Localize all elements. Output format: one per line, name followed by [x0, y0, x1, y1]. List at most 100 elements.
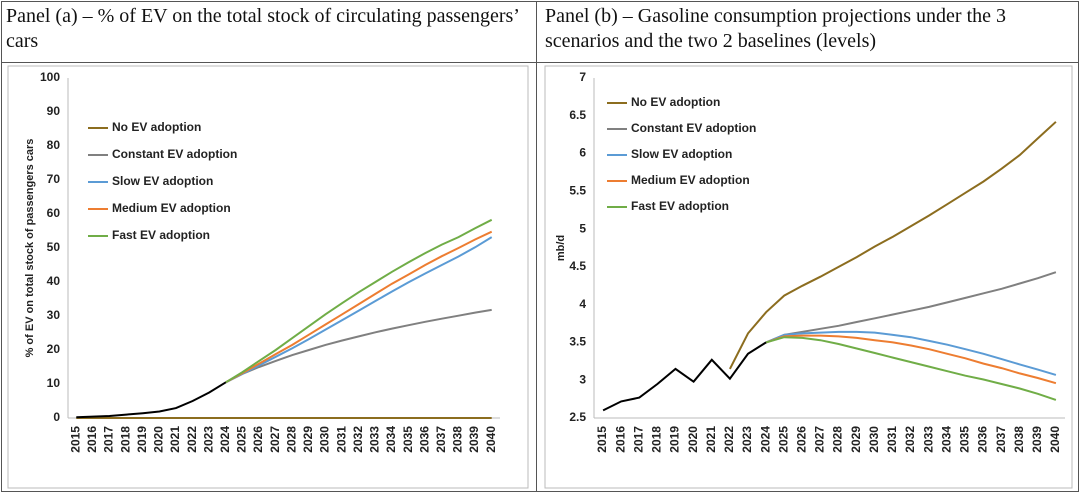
- series-line: [729, 121, 1057, 370]
- x-tick-label: 2037: [994, 426, 1008, 453]
- x-tick-label: 2025: [235, 426, 249, 453]
- x-tick-label: 2022: [722, 426, 736, 453]
- y-tick-label: 4.5: [569, 259, 586, 273]
- x-tick-label: 2021: [168, 426, 182, 453]
- series-line: [225, 236, 493, 384]
- legend-label: Fast EV adoption: [112, 228, 210, 242]
- x-tick-label: 2038: [1012, 426, 1026, 453]
- x-tick-label: 2017: [631, 426, 645, 453]
- chart-frame: [7, 65, 529, 489]
- x-tick-label: 2035: [401, 426, 415, 453]
- x-tick-label: 2035: [958, 426, 972, 453]
- x-tick-label: 2017: [102, 426, 116, 453]
- x-tick-label: 2023: [201, 426, 215, 453]
- series-line: [76, 381, 227, 419]
- x-tick-label: 2024: [758, 426, 772, 453]
- x-tick-label: 2027: [813, 426, 827, 453]
- x-tick-label: 2019: [668, 426, 682, 453]
- y-tick-label: 7: [579, 70, 586, 84]
- y-tick-label: 0: [53, 410, 60, 424]
- x-tick-label: 2039: [467, 426, 481, 453]
- legend-label: Constant EV adoption: [631, 121, 756, 135]
- y-tick-label: 70: [47, 172, 61, 186]
- legend-label: Medium EV adoption: [631, 173, 750, 187]
- x-tick-label: 2027: [268, 426, 282, 453]
- legend-label: Slow EV adoption: [631, 147, 732, 161]
- series-line: [765, 336, 1057, 401]
- y-tick-label: 3.5: [569, 335, 586, 349]
- x-tick-label: 2020: [686, 426, 700, 453]
- x-tick-label: 2023: [740, 426, 754, 453]
- y-tick-label: 2.5: [569, 410, 586, 424]
- series-line: [225, 308, 492, 384]
- x-tick-label: 2038: [451, 426, 465, 453]
- series-line: [765, 334, 1057, 385]
- panel-title: Panel (b) – Gasoline consumption project…: [545, 5, 1007, 52]
- x-tick-label: 2029: [849, 426, 863, 453]
- x-tick-label: 2034: [384, 426, 398, 453]
- x-tick-label: 2028: [831, 426, 845, 453]
- x-tick-label: 2015: [595, 426, 609, 453]
- x-tick-label: 2024: [218, 426, 232, 453]
- series-line: [225, 230, 493, 384]
- x-tick-label: 2037: [434, 426, 448, 453]
- x-tick-label: 2036: [417, 426, 431, 453]
- x-tick-label: 2015: [68, 426, 82, 453]
- x-tick-label: 2040: [1048, 426, 1062, 453]
- x-tick-label: 2034: [939, 426, 953, 453]
- x-tick-label: 2030: [318, 426, 332, 453]
- x-tick-label: 2018: [650, 426, 664, 453]
- x-tick-label: 2032: [351, 426, 365, 453]
- legend-label: No EV adoption: [631, 95, 720, 109]
- x-tick-label: 2028: [284, 426, 298, 453]
- x-tick-label: 2025: [776, 426, 790, 453]
- y-tick-label: 30: [47, 308, 61, 322]
- series-line: [765, 330, 1057, 376]
- x-tick-label: 2026: [794, 426, 808, 453]
- y-tick-label: 10: [47, 376, 61, 390]
- y-tick-label: 6: [579, 146, 586, 160]
- x-tick-label: 2033: [921, 426, 935, 453]
- x-tick-label: 2029: [301, 426, 315, 453]
- y-axis-title: mb/d: [555, 235, 567, 261]
- y-tick-label: 60: [47, 206, 61, 220]
- series-line: [225, 218, 493, 384]
- x-tick-label: 2036: [976, 426, 990, 453]
- chart-frame: [544, 65, 1073, 489]
- legend-label: Medium EV adoption: [112, 201, 231, 215]
- y-tick-label: 4: [579, 297, 586, 311]
- x-tick-label: 2021: [704, 426, 718, 453]
- legend-label: Slow EV adoption: [112, 174, 213, 188]
- y-tick-label: 6.5: [569, 108, 586, 122]
- x-tick-label: 2039: [1030, 426, 1044, 453]
- series-line: [602, 341, 767, 412]
- x-tick-label: 2022: [185, 426, 199, 453]
- row-divider: [1, 62, 1079, 63]
- x-tick-label: 2018: [118, 426, 132, 453]
- y-tick-label: 40: [47, 274, 61, 288]
- y-axis-title: % of EV on total stock of passengers car…: [24, 139, 36, 358]
- y-tick-label: 20: [47, 342, 61, 356]
- y-tick-label: 5: [579, 221, 586, 235]
- legend-label: Fast EV adoption: [631, 199, 729, 213]
- x-tick-label: 2040: [484, 426, 498, 453]
- x-tick-label: 2016: [613, 426, 627, 453]
- x-tick-label: 2016: [85, 426, 99, 453]
- y-tick-label: 50: [47, 240, 61, 254]
- legend-label: No EV adoption: [112, 120, 201, 134]
- x-tick-label: 2031: [334, 426, 348, 453]
- column-divider: [536, 1, 537, 492]
- x-tick-label: 2032: [903, 426, 917, 453]
- x-tick-label: 2019: [135, 426, 149, 453]
- x-tick-label: 2020: [152, 426, 166, 453]
- legend-label: Constant EV adoption: [112, 147, 237, 161]
- y-tick-label: 90: [47, 104, 61, 118]
- y-tick-label: 80: [47, 138, 61, 152]
- x-tick-label: 2031: [885, 426, 899, 453]
- x-tick-label: 2030: [867, 426, 881, 453]
- panel-title: Panel (a) – % of EV on the total stock o…: [6, 5, 519, 52]
- x-tick-label: 2026: [251, 426, 265, 453]
- y-tick-label: 3: [579, 372, 586, 386]
